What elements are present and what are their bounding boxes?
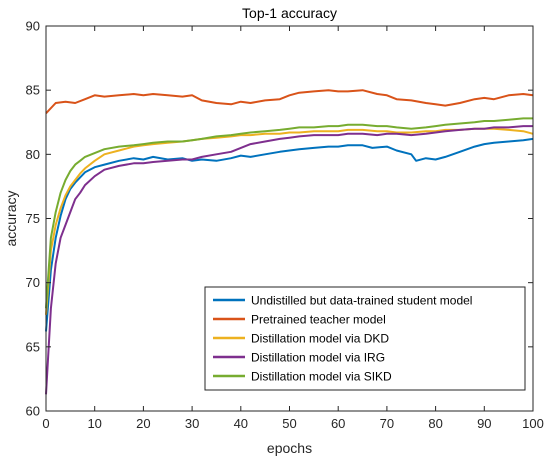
- x-axis-title: epochs: [267, 440, 312, 456]
- x-tick-label: 60: [331, 416, 345, 431]
- y-tick-label: 90: [26, 19, 40, 34]
- legend-entry: Pretrained teacher model: [251, 313, 386, 327]
- y-tick-label: 85: [26, 83, 40, 98]
- x-tick-label: 70: [380, 416, 394, 431]
- y-axis: 60 65 70 75 80 85 90: [26, 19, 533, 419]
- plot-area: [45, 89, 534, 395]
- y-tick-label: 70: [26, 275, 40, 290]
- x-tick-label: 0: [42, 416, 49, 431]
- series-line-1: [45, 137, 534, 332]
- x-tick-label: 100: [522, 416, 544, 431]
- x-axis: 0 10 20 30 40 50 60 70 80 90 100: [42, 26, 544, 431]
- y-tick-label: 65: [26, 339, 40, 354]
- series-line-4: [45, 125, 533, 395]
- x-tick-label: 90: [477, 416, 491, 431]
- legend-entry: Distillation model via IRG: [251, 351, 385, 365]
- x-tick-label: 50: [282, 416, 296, 431]
- x-tick-label: 10: [87, 416, 101, 431]
- x-tick-label: 30: [185, 416, 199, 431]
- x-tick-label: 20: [136, 416, 150, 431]
- y-tick-label: 75: [26, 211, 40, 226]
- x-tick-label: 80: [428, 416, 442, 431]
- y-tick-label: 80: [26, 147, 40, 162]
- legend-entry: Distillation model via SIKD: [251, 370, 392, 384]
- x-tick-label: 40: [234, 416, 248, 431]
- y-axis-title: accuracy: [3, 190, 19, 246]
- y-tick-label: 60: [26, 404, 40, 419]
- series-line-5: [45, 117, 533, 309]
- series-line-2: [45, 89, 534, 114]
- legend-box: [204, 286, 526, 391]
- legend-entry: Distillation model via DKD: [251, 332, 389, 346]
- legend: Undistilled but data-trained student mod…: [204, 286, 526, 391]
- legend-entry: Undistilled but data-trained student mod…: [251, 294, 472, 308]
- chart-title: Top-1 accuracy: [242, 5, 337, 21]
- series-line-3: [45, 127, 534, 315]
